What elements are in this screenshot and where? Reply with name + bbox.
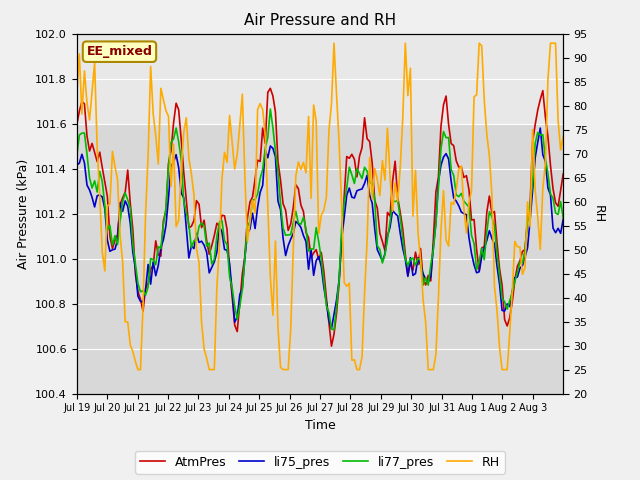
Y-axis label: Air Pressure (kPa): Air Pressure (kPa) xyxy=(17,158,30,269)
Y-axis label: RH: RH xyxy=(591,204,604,223)
X-axis label: Time: Time xyxy=(305,419,335,432)
Bar xyxy=(77,34,563,123)
Text: EE_mixed: EE_mixed xyxy=(86,45,152,58)
Title: Air Pressure and RH: Air Pressure and RH xyxy=(244,13,396,28)
Legend: AtmPres, li75_pres, li77_pres, RH: AtmPres, li75_pres, li77_pres, RH xyxy=(135,451,505,474)
